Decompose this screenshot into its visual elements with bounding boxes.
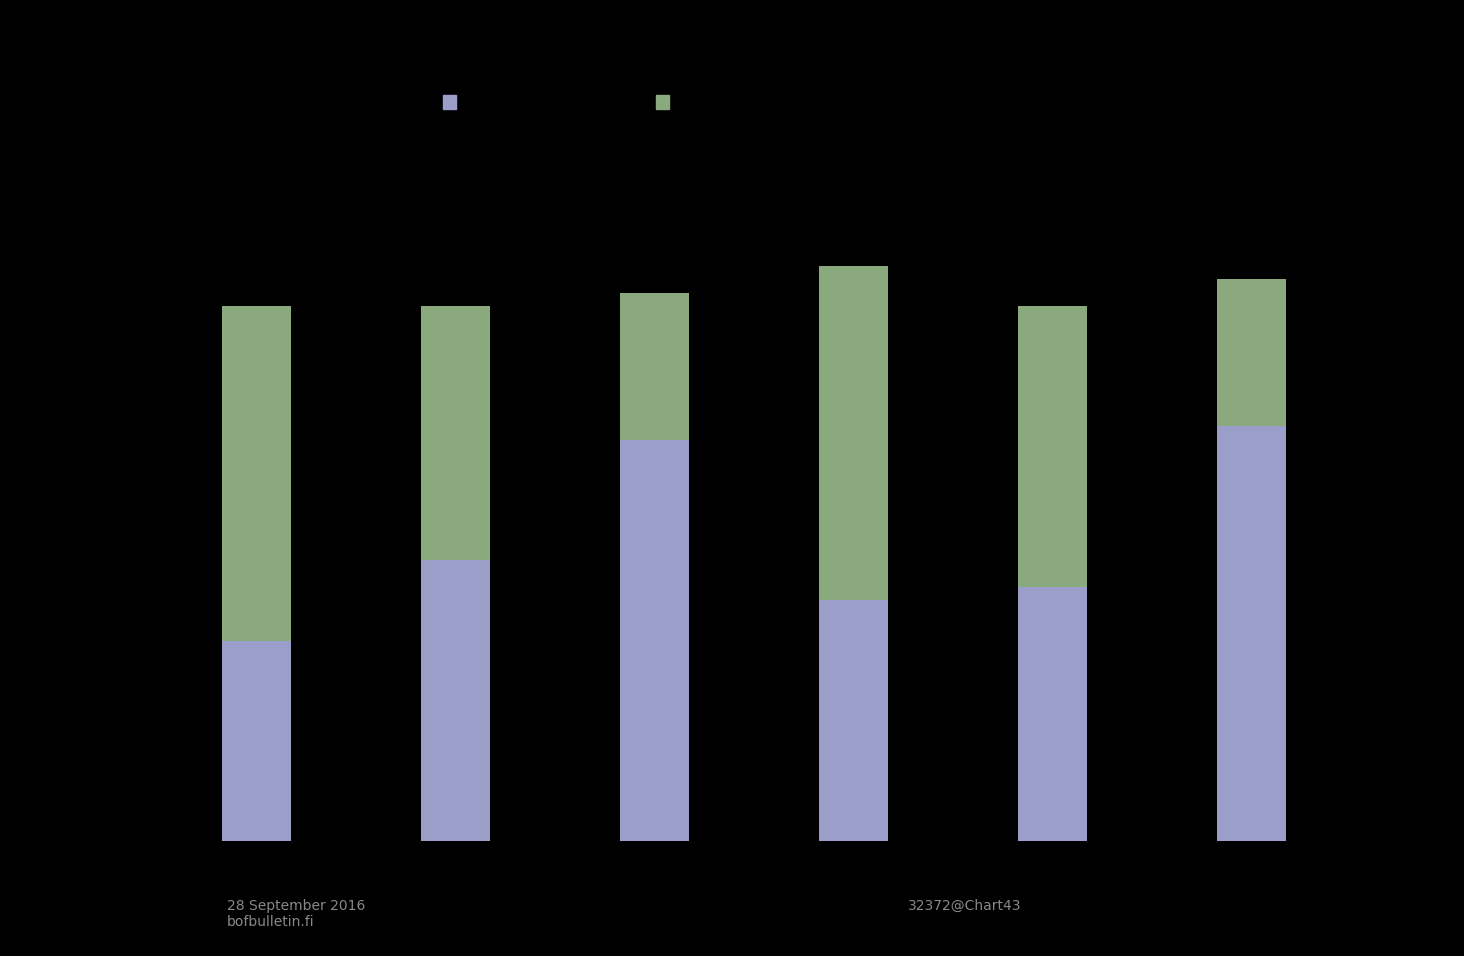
Bar	[619, 293, 690, 440]
Bar	[420, 306, 490, 560]
Bar	[818, 600, 889, 841]
Bar	[221, 641, 291, 841]
Bar	[1217, 426, 1287, 841]
Bar	[818, 266, 889, 600]
Text: 32372@Chart43: 32372@Chart43	[908, 899, 1022, 913]
Bar	[1017, 306, 1088, 587]
Bar	[619, 440, 690, 841]
Text: 28 September 2016
bofbulletin.fi: 28 September 2016 bofbulletin.fi	[227, 899, 366, 929]
Legend: Loans to the public, Securities: Loans to the public, Securities	[442, 94, 760, 112]
Bar	[1017, 587, 1088, 841]
Bar	[221, 306, 291, 641]
Bar	[420, 560, 490, 841]
Bar	[1217, 279, 1287, 426]
